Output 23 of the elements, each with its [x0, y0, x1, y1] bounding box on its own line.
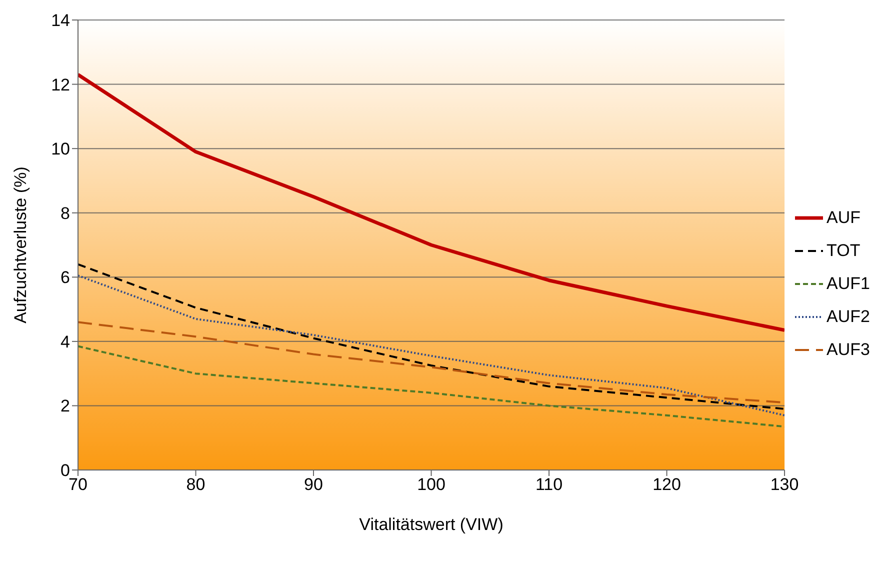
x-axis-title: Vitalitätswert (VIW) [359, 515, 504, 534]
legend-label: TOT [826, 241, 860, 261]
x-tick-label: 110 [535, 475, 563, 494]
x-tick-label: 70 [68, 475, 88, 494]
y-tick-label: 6 [60, 268, 70, 288]
x-tick-label: 120 [652, 475, 681, 494]
line-series [78, 72, 785, 332]
y-axis-title: Aufzuchtverluste (%) [11, 166, 30, 324]
x-tick-label: 80 [186, 475, 206, 494]
legend-label: AUF2 [826, 307, 870, 327]
legend-label: AUF [826, 208, 861, 228]
legend-label: AUF3 [826, 340, 870, 360]
y-tick-label: 0 [60, 461, 70, 480]
y-tick-label: 10 [51, 140, 70, 159]
x-tick-label: 100 [417, 475, 446, 494]
legend-label: AUF1 [826, 274, 870, 294]
x-tick-label: 90 [304, 475, 323, 494]
y-tick-label: 4 [60, 332, 70, 352]
y-tick-label: 2 [60, 396, 70, 416]
y-tick-label: 8 [60, 204, 70, 223]
x-tick-label: 130 [770, 475, 799, 494]
y-tick-label: 12 [51, 75, 70, 94]
y-tick-label: 14 [51, 11, 70, 30]
